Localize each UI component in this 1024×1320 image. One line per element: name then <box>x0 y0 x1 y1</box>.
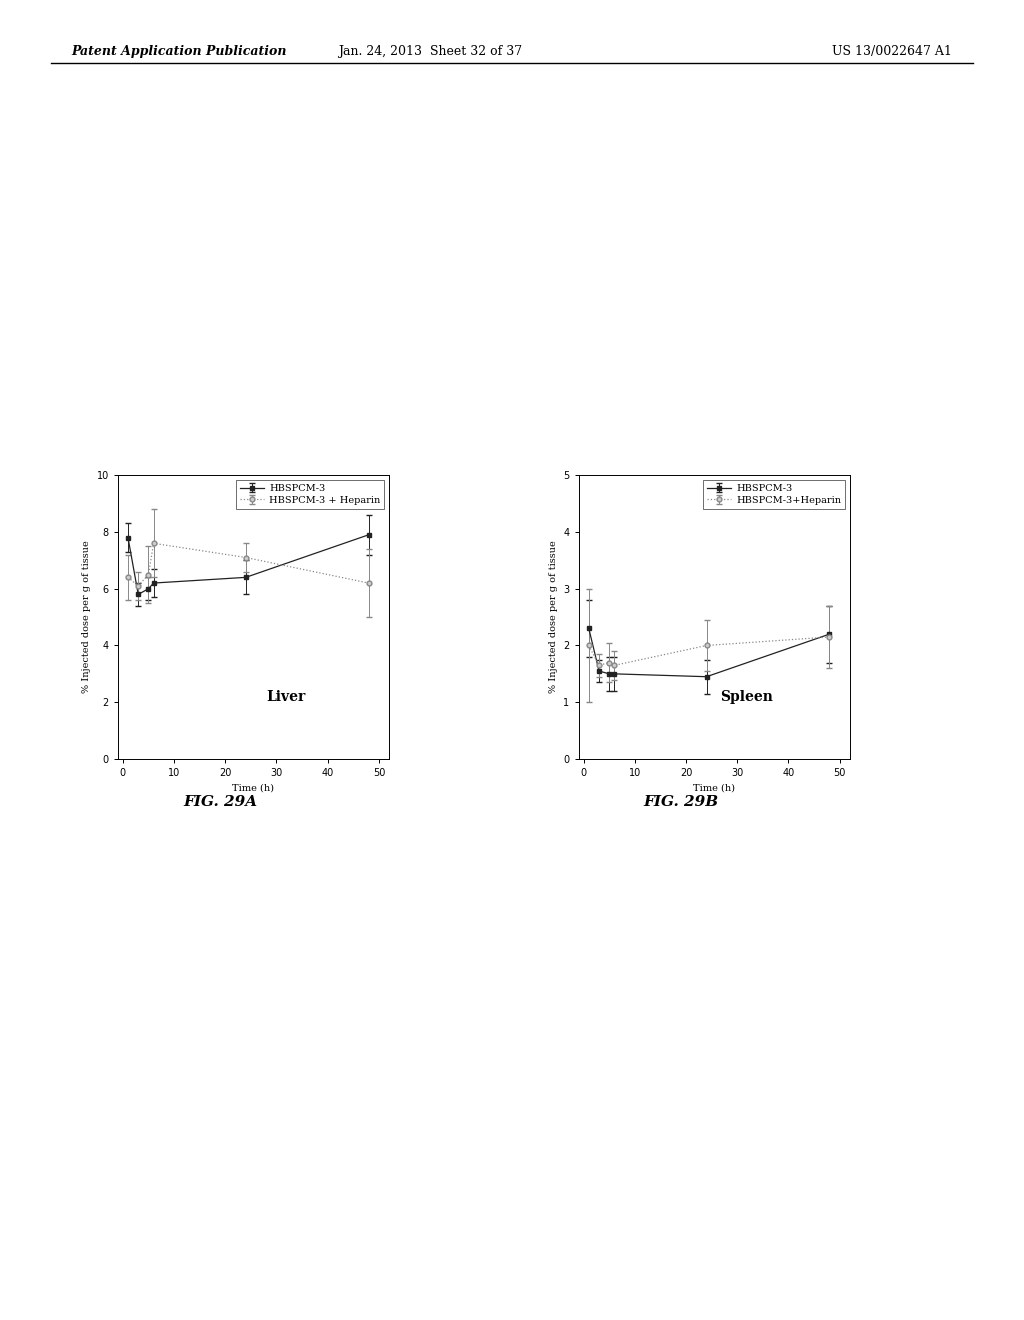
Legend: HBSPCM-3, HBSPCM-3+Heparin: HBSPCM-3, HBSPCM-3+Heparin <box>703 480 845 508</box>
Y-axis label: % Injected dose per g of tissue: % Injected dose per g of tissue <box>549 541 558 693</box>
Text: Patent Application Publication: Patent Application Publication <box>72 45 287 58</box>
X-axis label: Time (h): Time (h) <box>232 784 274 792</box>
Text: US 13/0022647 A1: US 13/0022647 A1 <box>833 45 952 58</box>
Text: Jan. 24, 2013  Sheet 32 of 37: Jan. 24, 2013 Sheet 32 of 37 <box>338 45 522 58</box>
Y-axis label: % Injected dose per g of tissue: % Injected dose per g of tissue <box>82 541 91 693</box>
X-axis label: Time (h): Time (h) <box>693 784 735 792</box>
Text: Liver: Liver <box>266 689 305 704</box>
Text: FIG. 29B: FIG. 29B <box>643 795 719 809</box>
Legend: HBSPCM-3, HBSPCM-3 + Heparin: HBSPCM-3, HBSPCM-3 + Heparin <box>237 480 384 508</box>
Text: Spleen: Spleen <box>720 689 773 704</box>
Text: FIG. 29A: FIG. 29A <box>183 795 257 809</box>
